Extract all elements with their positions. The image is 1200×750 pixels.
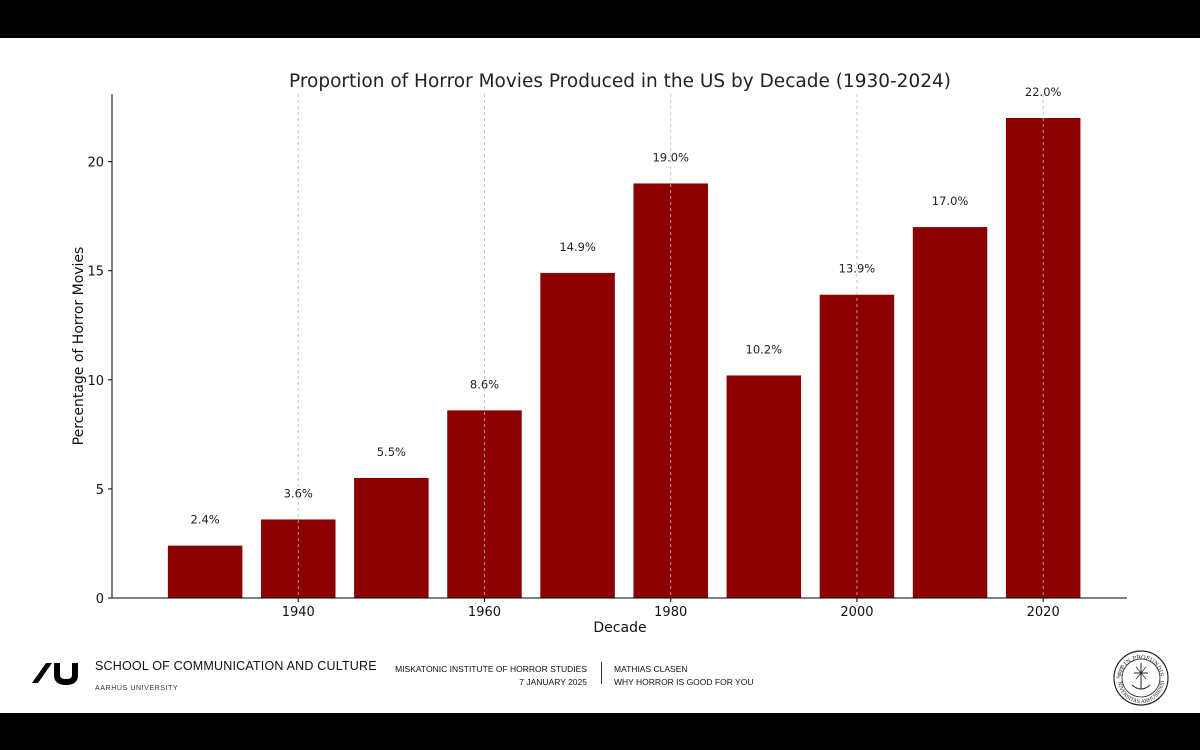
y-tick-label-10: 10 (87, 374, 104, 389)
x-tick-label-2000: 2000 (840, 605, 873, 620)
data-label-1930: 2.4% (191, 513, 220, 527)
university-name: AARHUS UNIVERSITY (95, 685, 179, 692)
x-tick-label-1980: 1980 (654, 605, 687, 620)
x-tick-label-2020: 2020 (1027, 605, 1060, 620)
x-tick-label-1940: 1940 (282, 605, 315, 620)
data-label-1970: 14.9% (559, 240, 596, 254)
talk-title: WHY HORROR IS GOOD FOR YOU (614, 677, 754, 687)
school-name: SCHOOL OF COMMUNICATION AND CULTURE (95, 659, 377, 673)
aarhus-university-logo-icon (32, 663, 78, 685)
slide: Proportion of Horror Movies Produced in … (0, 38, 1200, 713)
bar-2000 (819, 294, 895, 598)
bar-1930 (167, 545, 243, 598)
data-label-1990: 10.2% (746, 342, 783, 356)
bar-chart: Proportion of Horror Movies Produced in … (71, 71, 1127, 636)
presentation-date: 7 JANUARY 2025 (519, 677, 587, 687)
author-block: MATHIAS CLASEN WHY HORROR IS GOOD FOR YO… (614, 663, 753, 689)
footer-divider (601, 662, 602, 684)
slide-footer: SCHOOL OF COMMUNICATION AND CULTURE AARH… (0, 649, 1200, 713)
data-label-1940: 3.6% (284, 486, 313, 500)
data-label-1980: 19.0% (652, 150, 689, 164)
bar-1970 (540, 272, 615, 598)
y-axis-label: Percentage of Horror Movies (71, 247, 87, 446)
bar-1950 (354, 478, 429, 598)
y-tick-label-0: 0 (96, 592, 104, 607)
x-axis-label: Decade (593, 620, 646, 636)
chart-title: Proportion of Horror Movies Produced in … (289, 71, 951, 92)
svg-text:SOLUS: SOLUS (1115, 664, 1125, 680)
y-tick-label-20: 20 (87, 156, 104, 171)
x-tick-label-1960: 1960 (468, 605, 501, 620)
bar-2010 (912, 227, 988, 598)
data-label-1950: 5.5% (377, 445, 406, 459)
institute-name: MISKATONIC INSTITUTE OF HORROR STUDIES (395, 664, 587, 674)
institute-block: MISKATONIC INSTITUTE OF HORROR STUDIES 7… (330, 663, 587, 689)
author-name: MATHIAS CLASEN (614, 664, 688, 674)
university-seal-icon: FIT IN PROFUNDIS UNIVERSITAS ARHUSIENSIS… (1112, 649, 1169, 706)
plot-area: 2.4%3.6%5.5%8.6%14.9%19.0%10.2%13.9%17.0… (87, 85, 1127, 620)
data-label-2010: 17.0% (932, 194, 969, 208)
y-tick-label-15: 15 (87, 265, 104, 280)
data-label-2020: 22.0% (1025, 85, 1062, 99)
y-tick-label-5: 5 (96, 483, 104, 498)
bar-1990 (726, 375, 802, 598)
